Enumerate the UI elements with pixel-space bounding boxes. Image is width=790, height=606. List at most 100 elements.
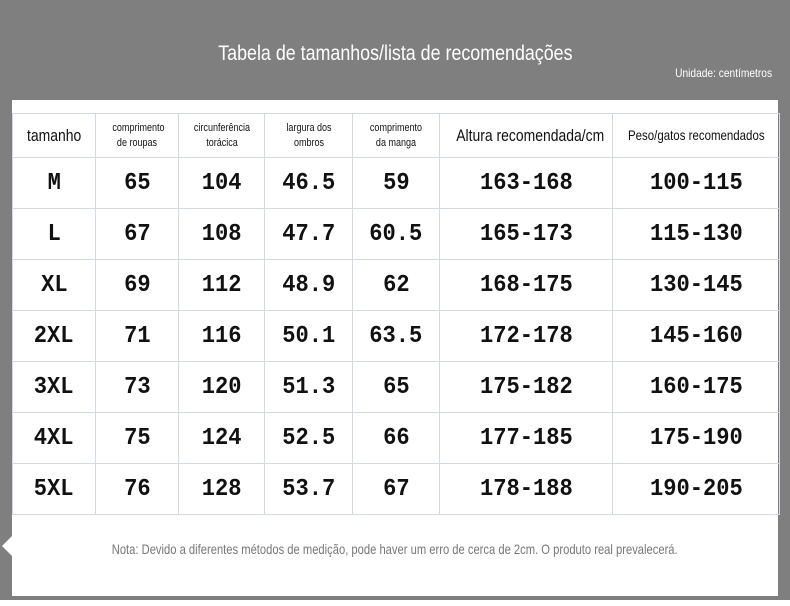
cell-text: 128 (201, 475, 242, 503)
cell-text: XL (40, 271, 68, 299)
cell-text: 67 (123, 220, 151, 248)
value-cell: 48.9 (264, 259, 353, 311)
cell-text: 2XL (34, 322, 74, 350)
cell-text: 116 (201, 322, 242, 350)
cell-text: 48.9 (281, 271, 335, 299)
cell-text: 104 (201, 169, 242, 197)
size-cell: 4XL (12, 412, 96, 464)
cell-text: 50.1 (281, 322, 335, 350)
value-cell: 67 (95, 208, 179, 260)
header-text: circunferência torácica (193, 121, 250, 149)
header-cell: largura dos ombros (264, 113, 353, 158)
value-cell: 75 (95, 412, 179, 464)
value-cell: 175-190 (612, 412, 780, 464)
cell-text: 160-175 (649, 373, 743, 401)
value-cell: 104 (178, 157, 265, 209)
value-cell: 116 (178, 310, 265, 362)
header-text: comprimento da manga (369, 121, 423, 149)
cell-text: M (47, 169, 61, 197)
value-cell: 145-160 (612, 310, 780, 362)
cell-text: 165-173 (479, 220, 573, 248)
note: Nota: Devido a diferentes métodos de med… (0, 541, 790, 557)
value-cell: 124 (178, 412, 265, 464)
value-cell: 100-115 (612, 157, 780, 209)
unit-label: Unidade: centímetros (658, 66, 772, 80)
value-cell: 52.5 (264, 412, 353, 464)
table-row: L 67 108 47.7 60.5 165-173 115-130 (12, 208, 780, 260)
value-cell: 108 (178, 208, 265, 260)
cell-text: 124 (201, 424, 242, 452)
header-cell: tamanho (12, 113, 96, 158)
cell-text: 71 (123, 322, 151, 350)
cell-text: 190-205 (649, 475, 743, 503)
value-cell: 160-175 (612, 361, 780, 413)
cell-text: 163-168 (479, 169, 573, 197)
value-cell: 63.5 (352, 310, 440, 362)
title-text: Tabela de tamanhos/lista de recomendaçõe… (217, 42, 573, 65)
value-cell: 46.5 (264, 157, 353, 209)
value-cell: 65 (352, 361, 440, 413)
cell-text: 47.7 (281, 220, 335, 248)
cell-text: 65 (382, 373, 410, 401)
value-cell: 178-188 (439, 463, 613, 515)
value-cell: 66 (352, 412, 440, 464)
value-cell: 130-145 (612, 259, 780, 311)
cell-text: 175-190 (649, 424, 743, 452)
value-cell: 172-178 (439, 310, 613, 362)
header-cell: Peso/gatos recomendados (612, 113, 780, 158)
cell-text: 108 (201, 220, 242, 248)
value-cell: 60.5 (352, 208, 440, 260)
cell-text: 75 (123, 424, 151, 452)
value-cell: 67 (352, 463, 440, 515)
value-cell: 73 (95, 361, 179, 413)
cell-text: L (47, 220, 61, 248)
value-cell: 120 (178, 361, 265, 413)
cell-text: 66 (382, 424, 410, 452)
table-row: 5XL 76 128 53.7 67 178-188 190-205 (12, 463, 780, 515)
value-cell: 128 (178, 463, 265, 515)
value-cell: 65 (95, 157, 179, 209)
cell-text: 60.5 (369, 220, 423, 248)
value-cell: 51.3 (264, 361, 353, 413)
size-cell: 5XL (12, 463, 96, 515)
cell-text: 73 (123, 373, 151, 401)
header-text: Peso/gatos recomendados (627, 127, 765, 143)
size-cell: XL (12, 259, 96, 311)
header-cell: comprimento da manga (352, 113, 440, 158)
header-cell: comprimento de roupas (95, 113, 179, 158)
value-cell: 62 (352, 259, 440, 311)
cell-text: 112 (201, 271, 242, 299)
header-cell: circunferência torácica (178, 113, 265, 158)
cell-text: 62 (382, 271, 410, 299)
note-notch (2, 536, 12, 556)
value-cell: 50.1 (264, 310, 353, 362)
size-cell: M (12, 157, 96, 209)
size-cell: 2XL (12, 310, 96, 362)
cell-text: 115-130 (649, 220, 743, 248)
table-row: 2XL 71 116 50.1 63.5 172-178 145-160 (12, 310, 780, 362)
table-header-row: tamanho comprimento de roupas circunferê… (12, 113, 780, 158)
value-cell: 59 (352, 157, 440, 209)
cell-text: 145-160 (649, 322, 743, 350)
table-row: M 65 104 46.5 59 163-168 100-115 (12, 157, 780, 209)
value-cell: 165-173 (439, 208, 613, 260)
header-text: Altura recomendada/cm (456, 126, 605, 145)
cell-text: 175-182 (479, 373, 573, 401)
cell-text: 67 (382, 475, 410, 503)
value-cell: 175-182 (439, 361, 613, 413)
value-cell: 47.7 (264, 208, 353, 260)
size-table: tamanho comprimento de roupas circunferê… (12, 113, 780, 515)
cell-text: 76 (123, 475, 151, 503)
header-cell: Altura recomendada/cm (439, 113, 613, 158)
value-cell: 71 (95, 310, 179, 362)
cell-text: 69 (123, 271, 151, 299)
header-text: largura dos ombros (285, 121, 332, 149)
table-row: 3XL 73 120 51.3 65 175-182 160-175 (12, 361, 780, 413)
note-box (12, 518, 778, 596)
cell-text: 168-175 (479, 271, 573, 299)
header-text: tamanho (26, 126, 82, 145)
cell-text: 3XL (34, 373, 74, 401)
value-cell: 177-185 (439, 412, 613, 464)
cell-text: 51.3 (281, 373, 335, 401)
cell-text: 65 (123, 169, 151, 197)
